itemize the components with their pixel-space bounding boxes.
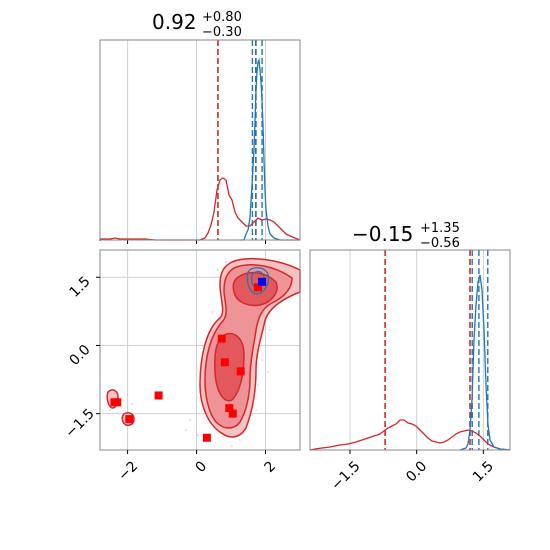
x-tick-label-0: −2 — [115, 458, 141, 484]
red-marker-4 — [202, 433, 211, 442]
red-marker-1 — [113, 398, 122, 407]
grid-lines — [127, 40, 267, 244]
red-marker-2 — [125, 415, 134, 424]
plot-frame — [99, 39, 301, 241]
x-axis-ticks: −1.5 0.0 1.5 — [328, 450, 497, 494]
red-histogram — [99, 177, 301, 241]
quantile-lines — [217, 40, 263, 240]
y-tick-label-2: 1.5 — [67, 274, 94, 301]
red-histogram — [309, 419, 511, 451]
title-upper-error: +1.35 — [420, 221, 460, 236]
y-tick-label-0: −1.5 — [62, 406, 97, 441]
red-marker-6 — [220, 358, 229, 367]
red-marker-10 — [253, 283, 262, 292]
plot-frame — [309, 249, 511, 451]
x-tick-label-1: 0.0 — [403, 458, 430, 485]
top-title: 0.92 +0.80 −0.30 — [152, 10, 242, 40]
red-marker-7 — [225, 404, 234, 413]
marginal-histogram-y: −1.5 0.0 1.5 −0.15 +1.35 −0.56 — [309, 221, 511, 494]
blue-histogram — [240, 57, 300, 241]
marginal-histogram-x: 0.92 +0.80 −0.30 — [99, 10, 301, 244]
x-tick-label-2: 2 — [262, 458, 280, 476]
x-axis-ticks: −2 0 2 — [115, 450, 279, 484]
x-tick-label-1: 0 — [193, 458, 211, 476]
blue-marker-0 — [258, 277, 267, 286]
sample-markers — [110, 277, 267, 442]
red-marker-8 — [228, 409, 237, 418]
title-value: −0.15 — [352, 222, 413, 246]
blue-histogram — [459, 274, 511, 451]
y-axis-ticks: −1.5 0.0 1.5 — [62, 274, 100, 441]
right-title: −0.15 +1.35 −0.56 — [352, 221, 460, 251]
joint-contour-plot: −2 0 2 −1.5 0.0 1.5 — [62, 249, 301, 484]
red-marker-5 — [217, 334, 226, 343]
title-lower-error: −0.30 — [202, 25, 242, 40]
y-tick-label-1: 0.0 — [67, 342, 94, 369]
red-marker-9 — [236, 367, 245, 376]
title-value: 0.92 — [152, 10, 197, 34]
plot-frame — [99, 249, 301, 451]
title-upper-error: +0.80 — [202, 10, 242, 25]
red-contour-inner-2 — [214, 332, 245, 402]
red-marker-3 — [154, 391, 163, 400]
x-tick-label-0: −1.5 — [328, 458, 363, 493]
blue-contour-outer — [246, 267, 270, 295]
x-tick-label-2: 1.5 — [470, 458, 497, 485]
grid-lines — [349, 250, 484, 450]
title-lower-error: −0.56 — [420, 236, 460, 251]
